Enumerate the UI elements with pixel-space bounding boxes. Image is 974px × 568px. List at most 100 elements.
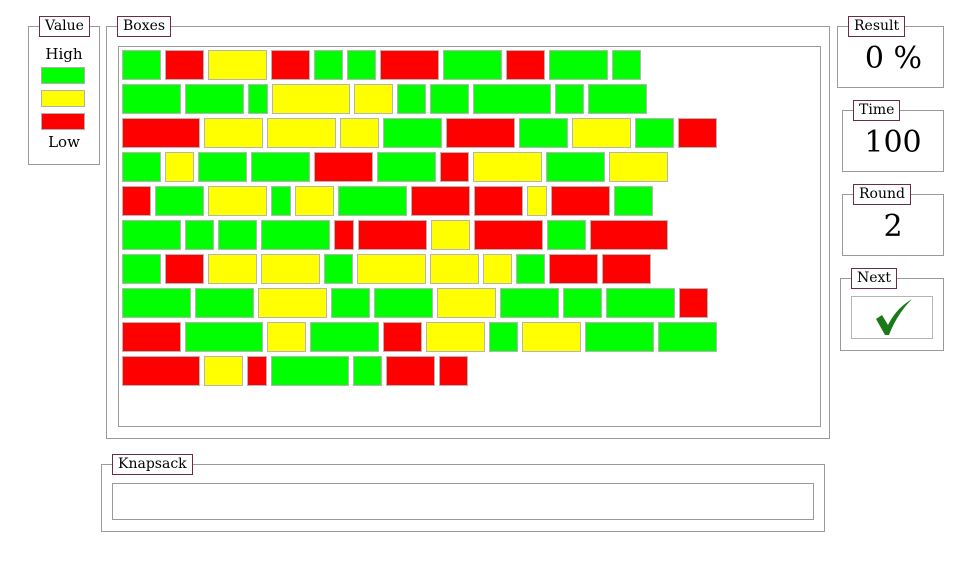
low-value-box[interactable] (122, 322, 181, 352)
high-value-box[interactable] (500, 288, 559, 318)
high-value-box[interactable] (555, 84, 584, 114)
low-value-box[interactable] (474, 186, 523, 216)
high-value-box[interactable] (310, 322, 379, 352)
medium-value-box[interactable] (261, 254, 320, 284)
high-value-box[interactable] (635, 118, 674, 148)
next-button[interactable] (851, 296, 933, 339)
medium-value-box[interactable] (354, 84, 393, 114)
high-value-box[interactable] (248, 84, 268, 114)
high-value-box[interactable] (374, 288, 433, 318)
medium-value-box[interactable] (527, 186, 547, 216)
medium-value-box[interactable] (340, 118, 379, 148)
high-value-box[interactable] (347, 50, 376, 80)
high-value-box[interactable] (614, 186, 653, 216)
high-value-box[interactable] (338, 186, 407, 216)
high-value-box[interactable] (443, 50, 502, 80)
knapsack-drop-area[interactable] (112, 483, 814, 520)
medium-value-box[interactable] (272, 84, 350, 114)
medium-value-box[interactable] (208, 50, 267, 80)
low-value-box[interactable] (551, 186, 610, 216)
high-value-box[interactable] (218, 220, 257, 250)
low-value-box[interactable] (247, 356, 267, 386)
high-value-box[interactable] (430, 84, 469, 114)
high-value-box[interactable] (314, 50, 343, 80)
low-value-box[interactable] (165, 254, 204, 284)
medium-value-box[interactable] (431, 220, 470, 250)
low-value-box[interactable] (440, 152, 469, 182)
medium-value-box[interactable] (267, 322, 306, 352)
high-value-box[interactable] (155, 186, 204, 216)
high-value-box[interactable] (563, 288, 602, 318)
high-value-box[interactable] (383, 118, 442, 148)
high-value-box[interactable] (612, 50, 641, 80)
low-value-box[interactable] (358, 220, 427, 250)
high-value-box[interactable] (195, 288, 254, 318)
high-value-box[interactable] (271, 356, 349, 386)
low-value-box[interactable] (446, 118, 515, 148)
low-value-box[interactable] (411, 186, 470, 216)
high-value-box[interactable] (516, 254, 545, 284)
low-value-box[interactable] (122, 118, 200, 148)
high-value-box[interactable] (549, 50, 608, 80)
medium-value-box[interactable] (204, 118, 263, 148)
low-value-box[interactable] (439, 356, 468, 386)
low-value-box[interactable] (383, 322, 422, 352)
low-value-box[interactable] (271, 50, 310, 80)
high-value-box[interactable] (397, 84, 426, 114)
high-value-box[interactable] (606, 288, 675, 318)
high-value-box[interactable] (588, 84, 647, 114)
medium-value-box[interactable] (295, 186, 334, 216)
low-value-box[interactable] (506, 50, 545, 80)
medium-value-box[interactable] (483, 254, 512, 284)
high-value-box[interactable] (198, 152, 247, 182)
low-value-box[interactable] (380, 50, 439, 80)
medium-value-box[interactable] (204, 356, 243, 386)
high-value-box[interactable] (122, 84, 181, 114)
high-value-box[interactable] (122, 220, 181, 250)
low-value-box[interactable] (122, 356, 200, 386)
high-value-box[interactable] (658, 322, 717, 352)
high-value-box[interactable] (489, 322, 518, 352)
medium-value-box[interactable] (208, 254, 257, 284)
high-value-box[interactable] (271, 186, 291, 216)
medium-value-box[interactable] (522, 322, 581, 352)
high-value-box[interactable] (122, 152, 161, 182)
low-value-box[interactable] (679, 288, 708, 318)
medium-value-box[interactable] (437, 288, 496, 318)
medium-value-box[interactable] (572, 118, 631, 148)
medium-value-box[interactable] (609, 152, 668, 182)
high-value-box[interactable] (185, 220, 214, 250)
high-value-box[interactable] (546, 152, 605, 182)
high-value-box[interactable] (122, 288, 191, 318)
low-value-box[interactable] (602, 254, 651, 284)
medium-value-box[interactable] (208, 186, 267, 216)
high-value-box[interactable] (547, 220, 586, 250)
high-value-box[interactable] (122, 50, 161, 80)
high-value-box[interactable] (122, 254, 161, 284)
high-value-box[interactable] (353, 356, 382, 386)
high-value-box[interactable] (585, 322, 654, 352)
high-value-box[interactable] (251, 152, 310, 182)
low-value-box[interactable] (165, 50, 204, 80)
low-value-box[interactable] (334, 220, 354, 250)
low-value-box[interactable] (386, 356, 435, 386)
high-value-box[interactable] (261, 220, 330, 250)
medium-value-box[interactable] (165, 152, 194, 182)
low-value-box[interactable] (549, 254, 598, 284)
medium-value-box[interactable] (430, 254, 479, 284)
low-value-box[interactable] (122, 186, 151, 216)
low-value-box[interactable] (314, 152, 373, 182)
high-value-box[interactable] (331, 288, 370, 318)
high-value-box[interactable] (185, 322, 263, 352)
medium-value-box[interactable] (258, 288, 327, 318)
low-value-box[interactable] (474, 220, 543, 250)
low-value-box[interactable] (678, 118, 717, 148)
medium-value-box[interactable] (267, 118, 336, 148)
high-value-box[interactable] (185, 84, 244, 114)
high-value-box[interactable] (377, 152, 436, 182)
high-value-box[interactable] (519, 118, 568, 148)
low-value-box[interactable] (590, 220, 668, 250)
medium-value-box[interactable] (357, 254, 426, 284)
medium-value-box[interactable] (426, 322, 485, 352)
high-value-box[interactable] (473, 84, 551, 114)
